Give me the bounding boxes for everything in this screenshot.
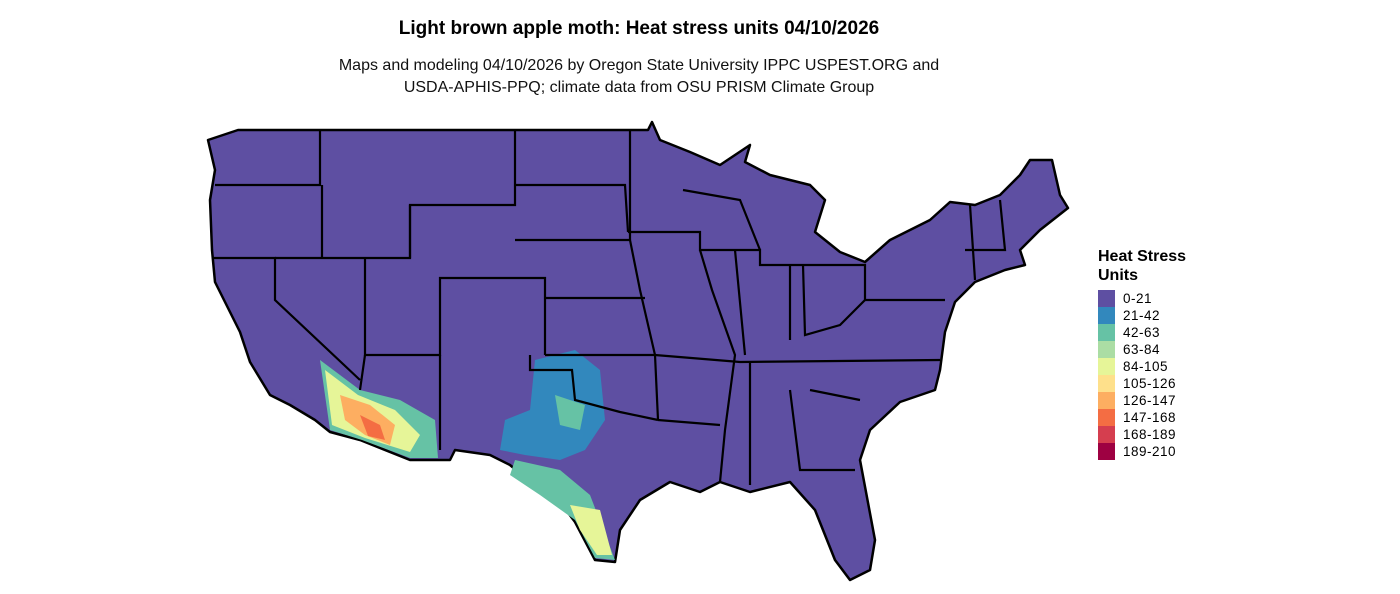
legend-swatch (1098, 426, 1115, 443)
legend-label: 42-63 (1123, 325, 1161, 340)
legend-label: 63-84 (1123, 342, 1161, 357)
legend-swatch (1098, 409, 1115, 426)
legend-item: 42-63 (1098, 324, 1186, 341)
conus-outline (206, 120, 1070, 582)
legend-item: 105-126 (1098, 375, 1186, 392)
legend-label: 0-21 (1123, 291, 1153, 306)
legend-item: 0-21 (1098, 290, 1186, 307)
legend: Heat Stress Units 0-21 21-42 42-63 63-84 84-… (1098, 247, 1186, 460)
legend-item: 126-147 (1098, 392, 1186, 409)
legend-swatch (1098, 443, 1115, 460)
heat-zone-texas (500, 350, 615, 560)
legend-label: 21-42 (1123, 308, 1161, 323)
map-title: Light brown apple moth: Heat stress unit… (398, 18, 880, 39)
legend-label: 84-105 (1123, 359, 1169, 374)
map-subtitle: Maps and modeling 04/10/2026 by Oregon S… (0, 55, 1278, 99)
legend-label: 189-210 (1123, 444, 1177, 459)
legend-swatch (1098, 324, 1115, 341)
legend-swatch (1098, 375, 1115, 392)
legend-swatch (1098, 341, 1115, 358)
legend-title: Heat Stress Units (1098, 247, 1186, 285)
legend-swatch (1098, 392, 1115, 409)
legend-item: 63-84 (1098, 341, 1186, 358)
legend-swatch (1098, 307, 1115, 324)
legend-item: 147-168 (1098, 409, 1186, 426)
legend-title-line-1: Heat Stress (1098, 248, 1187, 265)
legend-item: 21-42 (1098, 307, 1186, 324)
legend-item: 84-105 (1098, 358, 1186, 375)
legend-label: 105-126 (1123, 376, 1177, 391)
subtitle-line-2: USDA-APHIS-PPQ; climate data from OSU PR… (403, 79, 875, 96)
state-boundaries (212, 130, 1007, 485)
legend-swatch (1098, 290, 1115, 307)
legend-item: 168-189 (1098, 426, 1186, 443)
legend-swatch (1098, 358, 1115, 375)
legend-item: 189-210 (1098, 443, 1186, 460)
subtitle-line-1: Maps and modeling 04/10/2026 by Oregon S… (338, 57, 940, 74)
heat-zone-southwest (320, 360, 438, 458)
legend-label: 126-147 (1123, 393, 1177, 408)
legend-label: 147-168 (1123, 410, 1177, 425)
legend-label: 168-189 (1123, 427, 1177, 442)
legend-title-line-2: Units (1098, 267, 1138, 284)
